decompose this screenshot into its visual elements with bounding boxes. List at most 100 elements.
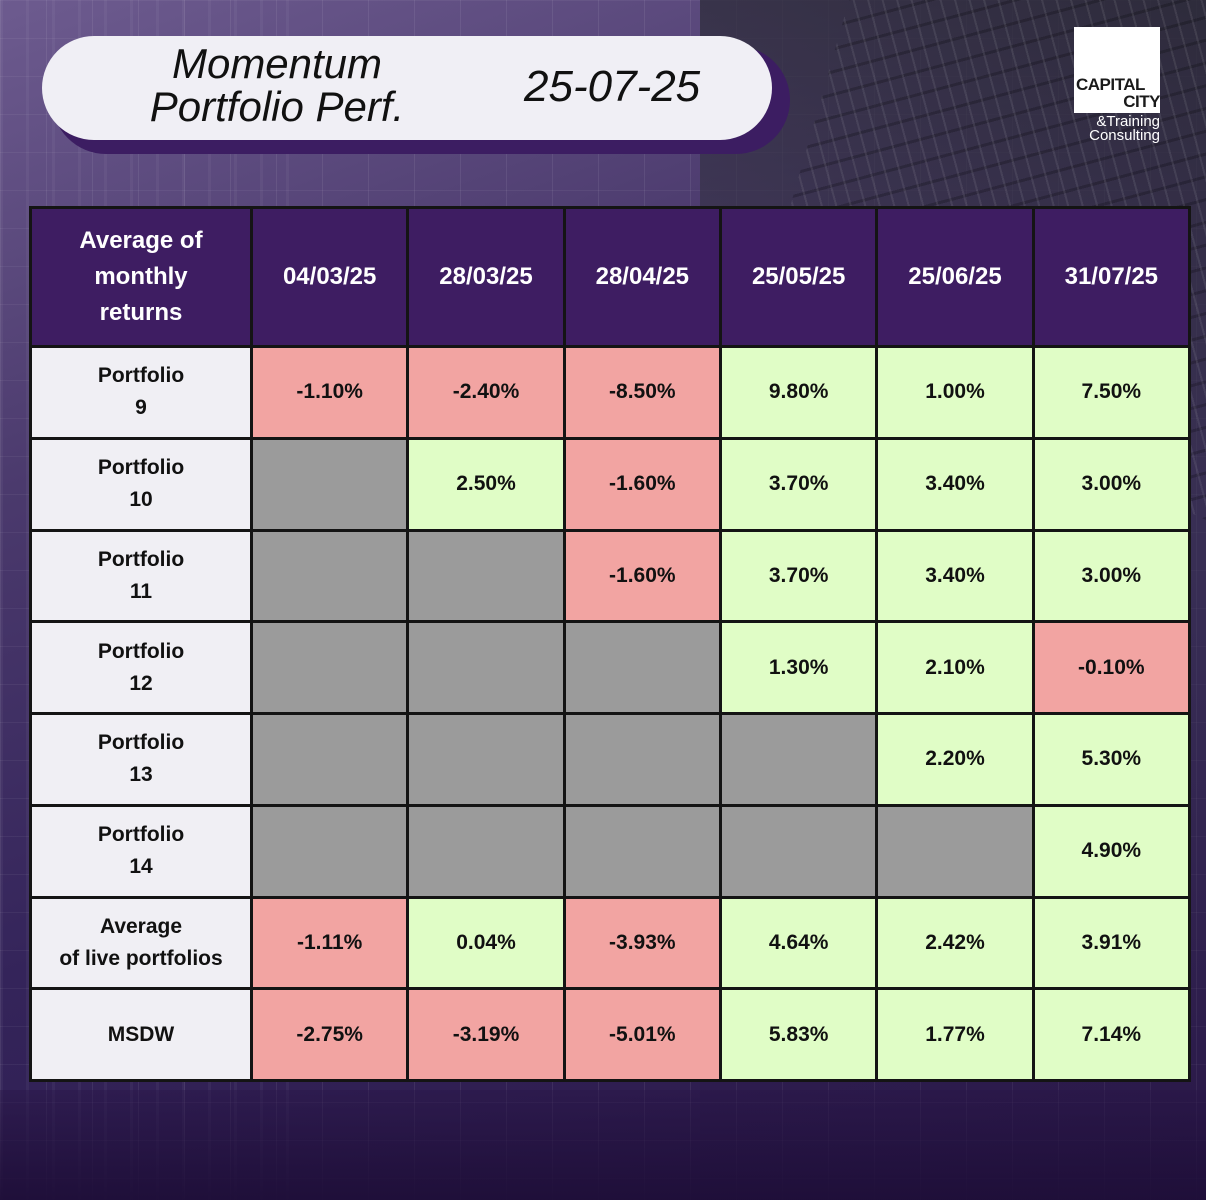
returns-table: Average of monthly returns 04/03/25 28/03/25… — [29, 206, 1192, 1082]
corner-header-line: returns — [99, 299, 183, 326]
return-cell: 9.80% — [718, 345, 879, 440]
row-label-line: Portfolio — [97, 364, 185, 388]
row-label: Portfolio 14 — [29, 803, 253, 899]
logo-wordmark: CAPITAL CITY — [1076, 75, 1161, 111]
return-cell: 7.14% — [1031, 987, 1192, 1082]
return-cell: 1.00% — [875, 345, 1035, 440]
row-label-line: of live portfolios — [59, 946, 223, 970]
corner-header-line: Average of — [79, 227, 203, 254]
row-label: Portfolio 13 — [29, 712, 253, 807]
corner-header: Average of monthly returns — [29, 206, 253, 348]
column-header: 31/07/25 — [1031, 206, 1192, 348]
return-cell: 5.30% — [1031, 712, 1192, 807]
table-row: Portfolio 9 -1.10% -2.40% -8.50% 9.80% 1.00% 7.… — [29, 345, 1192, 440]
row-label-line: 12 — [129, 671, 153, 695]
return-cell: 4.90% — [1031, 803, 1192, 899]
logo-subtitle: &Training Consulting — [1076, 113, 1160, 143]
return-cell: 3.00% — [1031, 436, 1192, 532]
column-header: 25/06/25 — [875, 206, 1035, 348]
empty-cell — [718, 803, 879, 899]
return-cell: 4.64% — [718, 895, 879, 991]
return-cell: 3.91% — [1031, 895, 1192, 991]
row-label-line: Portfolio — [97, 731, 185, 755]
return-cell: 2.10% — [875, 620, 1035, 715]
table-row: Portfolio 14 4.90% — [29, 803, 1192, 899]
table-body: Portfolio 9 -1.10% -2.40% -8.50% 9.80% 1.00% 7.… — [29, 345, 1192, 1082]
row-label-line: 9 — [135, 396, 147, 420]
return-cell: -5.01% — [562, 987, 722, 1082]
row-label-line: Portfolio — [97, 823, 185, 847]
empty-cell — [249, 436, 410, 532]
return-cell: -1.60% — [562, 528, 722, 624]
empty-cell — [406, 803, 566, 899]
table-row: Average of live portfolios -1.11% 0.04% -3.9… — [29, 895, 1192, 991]
table-row: MSDW -2.75% -3.19% -5.01% 5.83% 1.77% 7.14% — [29, 987, 1192, 1082]
empty-cell — [562, 712, 722, 807]
column-header: 04/03/25 — [249, 206, 410, 348]
return-cell: 2.50% — [406, 436, 566, 532]
corner-header-line: monthly — [94, 263, 188, 290]
return-cell: -1.60% — [562, 436, 722, 532]
table-row: Portfolio 13 2.20% 5.30% — [29, 712, 1192, 807]
row-label-line: Portfolio — [97, 639, 185, 663]
return-cell: -3.19% — [406, 987, 566, 1082]
row-label: Portfolio 9 — [29, 345, 253, 440]
returns-table-container: Average of monthly returns 04/03/25 28/03/25… — [29, 206, 1192, 1082]
return-cell: 3.00% — [1031, 528, 1192, 624]
return-cell: 0.04% — [406, 895, 566, 991]
row-label-line: MSDW — [107, 1022, 175, 1046]
row-label: Portfolio 12 — [29, 620, 253, 715]
return-cell: 2.20% — [875, 712, 1035, 807]
empty-cell — [562, 803, 722, 899]
return-cell: -2.40% — [406, 345, 566, 440]
column-header: 28/04/25 — [562, 206, 722, 348]
row-label: Average of live portfolios — [29, 895, 253, 991]
return-cell: 5.83% — [718, 987, 879, 1082]
row-label-line: Average — [99, 914, 183, 938]
row-label-line: Portfolio — [97, 547, 185, 571]
empty-cell — [875, 803, 1035, 899]
return-cell: -1.11% — [249, 895, 410, 991]
row-label-line: 14 — [129, 855, 153, 879]
return-cell: -2.75% — [249, 987, 410, 1082]
logo-line-2: CITY — [1123, 92, 1160, 111]
title-line-1: Momentum — [171, 40, 383, 87]
table-header-row: Average of monthly returns 04/03/25 28/03/25… — [29, 206, 1192, 348]
page-title: Momentum Portfolio Perf. — [142, 42, 412, 128]
column-header: 28/03/25 — [406, 206, 566, 348]
return-cell: 1.30% — [718, 620, 879, 715]
capital-city-logo: CAPITAL CITY &Training Consulting — [1074, 27, 1161, 147]
column-header: 25/05/25 — [718, 206, 879, 348]
empty-cell — [562, 620, 722, 715]
header-pill: Momentum Portfolio Perf. 25-07-25 — [42, 36, 772, 140]
table-row: Portfolio 10 2.50% -1.60% 3.70% 3.40% 3.00% — [29, 436, 1192, 532]
empty-cell — [718, 712, 879, 807]
return-cell: -3.93% — [562, 895, 722, 991]
empty-cell — [249, 620, 410, 715]
empty-cell — [249, 803, 410, 899]
logo-line-3: &Training — [1096, 113, 1160, 130]
row-label-line: 10 — [129, 488, 153, 512]
logo-line-1: CAPITAL — [1076, 75, 1145, 94]
row-label: Portfolio 11 — [29, 528, 253, 624]
row-label-line: 11 — [129, 579, 153, 603]
return-cell: 3.40% — [875, 528, 1035, 624]
return-cell: -8.50% — [562, 345, 722, 440]
return-cell: 7.50% — [1031, 345, 1192, 440]
row-label-line: Portfolio — [97, 456, 185, 480]
return-cell: 1.77% — [875, 987, 1035, 1082]
row-label: Portfolio 10 — [29, 436, 253, 532]
return-cell: 3.70% — [718, 436, 879, 532]
background-bottom — [0, 1090, 1206, 1200]
table-row: Portfolio 11 -1.60% 3.70% 3.40% 3.00% — [29, 528, 1192, 624]
empty-cell — [249, 528, 410, 624]
table-row: Portfolio 12 1.30% 2.10% -0.10% — [29, 620, 1192, 715]
empty-cell — [406, 620, 566, 715]
return-cell: -0.10% — [1031, 620, 1192, 715]
title-line-2: Portfolio Perf. — [149, 83, 405, 130]
empty-cell — [406, 528, 566, 624]
empty-cell — [249, 712, 410, 807]
report-date: 25-07-25 — [524, 62, 701, 111]
return-cell: 3.70% — [718, 528, 879, 624]
return-cell: -1.10% — [249, 345, 410, 440]
